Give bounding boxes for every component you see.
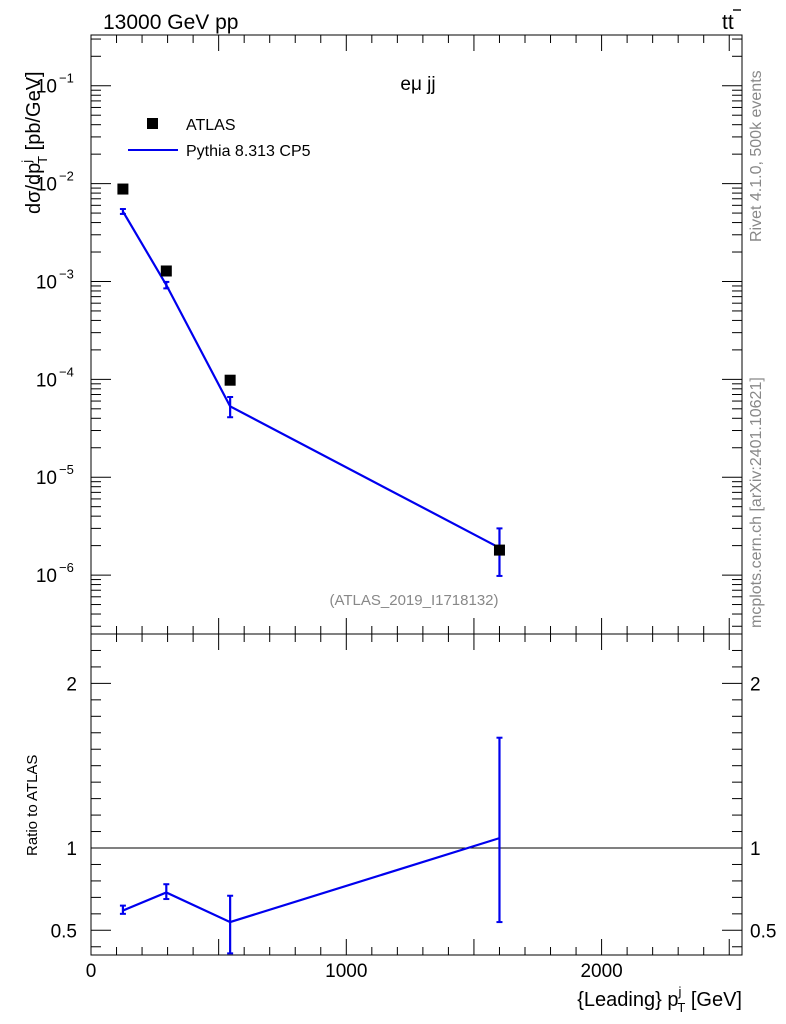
main-y-tick-mantissa: 10 <box>36 175 57 196</box>
main-y-tick-exponent: −5 <box>59 462 74 477</box>
main-y-tick-label: 10 <box>36 272 57 293</box>
ratio-frame <box>90 633 743 956</box>
main-y-axis-label-sup: j <box>19 160 34 164</box>
ratio-ticks <box>90 633 742 955</box>
main-y-tick-exponent: −6 <box>59 560 74 575</box>
mcplots-label: mcplots.cern.ch [arXiv:2401.10621] <box>748 377 765 628</box>
main-y-tick-label: 10 <box>36 370 57 391</box>
main-y-tick-exponent: −1 <box>59 71 74 86</box>
x-axis-label-sub: T <box>677 1000 685 1015</box>
atlas-data-point <box>224 374 236 386</box>
x-axis-label-unit: [GeV] <box>685 989 742 1011</box>
ratio-y-tick-label-right-0.5: 0.5 <box>750 921 776 942</box>
ratio-panel: 0.5 1 2 0.5 1 2 0 1000 2000 Ratio to ATL… <box>24 633 776 1015</box>
atlas-data-point <box>160 265 172 277</box>
x-tick-label-1000: 1000 <box>325 961 367 982</box>
x-tick-label-2000: 2000 <box>580 961 622 982</box>
main-y-axis-label: dσ/dpjT [pb/GeV] <box>19 71 50 214</box>
main-y-tick-label: 10 <box>36 468 57 489</box>
ratio-y-tick-label-left-1: 1 <box>66 839 77 860</box>
x-axis-label-sup: j <box>677 984 681 999</box>
main-marks <box>117 183 505 577</box>
ratio-marks <box>119 736 503 955</box>
atlas-data-point <box>493 544 505 556</box>
main-y-axis-label-main: dσ/dp <box>23 163 45 214</box>
main-y-tick-mantissa: 10 <box>36 468 57 489</box>
ratio-y-tick-label-right-1: 1 <box>750 839 761 860</box>
x-axis-label-main: {Leading} p <box>577 989 678 1011</box>
main-y-tick-exponent: −3 <box>59 266 74 281</box>
ratio-y-tick-label-left-0.5: 0.5 <box>51 921 77 942</box>
legend-atlas-marker <box>147 118 158 129</box>
x-axis-label: {Leading} pj T [GeV] <box>577 984 742 1015</box>
ratio-y-tick-label-right-2: 2 <box>750 674 761 695</box>
header-energy-label: 13000 GeV pp <box>103 11 238 34</box>
x-tick-label-0: 0 <box>86 961 97 982</box>
ratio-line <box>122 837 500 924</box>
main-y-tick-label: 10 <box>36 175 57 196</box>
main-y-axis-label-sub: T <box>35 156 50 164</box>
header-process-text: tt <box>722 11 734 34</box>
main-y-tick-labels: 10−110−210−310−410−510−6 <box>36 71 74 587</box>
main-ticks <box>90 35 742 634</box>
legend-mc-label: Pythia 8.313 CP5 <box>186 143 311 160</box>
main-y-tick-exponent: −2 <box>59 169 74 184</box>
main-y-tick-mantissa: 10 <box>36 77 57 98</box>
header-process-label: tt <box>722 9 741 34</box>
main-y-tick-mantissa: 10 <box>36 566 57 587</box>
main-y-tick-exponent: −4 <box>59 364 74 379</box>
main-y-tick-label: 10 <box>36 566 57 587</box>
main-y-tick-mantissa: 10 <box>36 370 57 391</box>
legend-atlas-label: ATLAS <box>186 117 236 134</box>
ratio-y-tick-label-left-2: 2 <box>66 674 77 695</box>
main-y-tick-mantissa: 10 <box>36 272 57 293</box>
atlas-data-point <box>117 183 129 195</box>
main-y-axis-label-unit: [pb/GeV] <box>23 71 45 156</box>
mc-line <box>121 210 500 549</box>
main-title: eμ jj <box>400 74 435 95</box>
legend: ATLAS Pythia 8.313 CP5 <box>128 117 311 160</box>
main-panel: 10−110−210−310−410−510−6 eμ jj (ATLAS_20… <box>19 34 743 635</box>
analysis-label: (ATLAS_2019_I1718132) <box>329 592 498 609</box>
ratio-y-axis-label: Ratio to ATLAS <box>24 755 41 856</box>
main-y-tick-label: 10 <box>36 77 57 98</box>
rivet-label: Rivet 4.1.0, 500k events <box>748 70 765 242</box>
